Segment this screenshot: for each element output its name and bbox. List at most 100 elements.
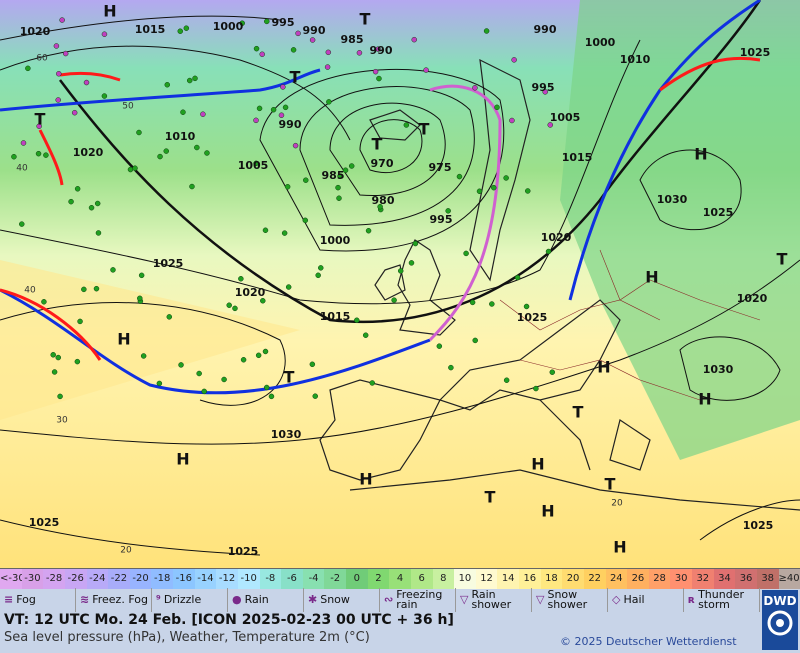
scale-cell: 2 <box>367 569 390 589</box>
weather-symbol <box>132 165 138 171</box>
cold-air-east <box>560 0 800 460</box>
weather-symbol <box>303 177 309 183</box>
weather-symbol <box>262 348 269 355</box>
weather-symbol <box>238 276 244 282</box>
weather-symbol <box>397 268 404 274</box>
scale-cell: 24 <box>605 569 628 589</box>
weather-symbol <box>315 272 321 279</box>
weather-symbol <box>51 369 58 375</box>
weather-symbol <box>411 36 417 43</box>
weather-symbol <box>336 195 342 202</box>
isobar-label: 990 <box>534 23 557 36</box>
weather-symbol <box>547 122 554 128</box>
weather-symbol <box>325 49 332 56</box>
weather-symbol <box>55 354 62 361</box>
weather-symbol <box>514 274 521 281</box>
pressure-center: H <box>359 470 372 489</box>
legend-icon: ▽ <box>536 593 545 606</box>
weather-symbols <box>11 17 556 400</box>
pressure-center: H <box>531 455 544 474</box>
isobar-label: 975 <box>429 161 452 174</box>
weather-symbol <box>74 358 81 365</box>
weather-legend: ≡ Fog ≋ Freez. Fog ⁹ Drizzle ● Rain ✱ Snow ∾ Freezi… <box>0 588 760 612</box>
weather-symbol <box>491 184 497 191</box>
weather-symbol <box>494 104 500 111</box>
weather-symbol <box>369 380 376 386</box>
scale-cell: 20 <box>562 569 584 589</box>
isobar-label: 1030 <box>703 363 734 376</box>
isobar-label: 1015 <box>320 310 351 323</box>
pressure-center: H <box>645 268 658 287</box>
legend-item: ⁹ Drizzle <box>152 588 228 612</box>
weather-symbol <box>50 352 56 358</box>
legend-label: Hail <box>623 593 645 606</box>
legend-label: Freez. Fog <box>92 593 148 606</box>
weather-symbol <box>511 57 517 63</box>
legend-item: ✱ Snow <box>304 588 380 612</box>
weather-symbol <box>489 301 495 307</box>
borders <box>499 249 761 401</box>
pressure-center: T <box>777 250 788 269</box>
pressure-center: T <box>284 368 295 387</box>
isobar-label: 1020 <box>737 292 768 305</box>
scale-cell: 10 <box>454 569 476 589</box>
weather-symbol <box>284 184 291 190</box>
weather-symbol <box>221 376 227 383</box>
scale-cell: -22 <box>108 569 130 589</box>
pressure-center: T <box>372 135 383 154</box>
weather-symbol <box>302 217 309 224</box>
weather-symbol <box>318 265 324 271</box>
weather-symbol <box>55 97 61 103</box>
scale-cell: 28 <box>648 569 671 589</box>
isobar-label: 1025 <box>743 519 774 532</box>
legend-icon: ∾ <box>384 593 394 606</box>
weather-symbol <box>164 81 171 88</box>
weather-symbol <box>81 286 87 293</box>
fronts <box>0 0 761 395</box>
legend-item: ◇ Hail <box>608 588 684 612</box>
weather-symbol <box>200 111 206 117</box>
legend-label: Thunder storm <box>698 588 744 611</box>
legend-item: ● Rain <box>228 588 304 612</box>
temperature-label: 40 <box>16 164 28 174</box>
isobar-label: 1010 <box>165 130 196 143</box>
isobar-label: 1025 <box>703 206 734 219</box>
isobar-label: 995 <box>272 16 295 29</box>
weather-symbol <box>281 230 288 236</box>
weather-symbol <box>253 45 260 52</box>
weather-symbol <box>36 123 42 129</box>
weather-symbol <box>71 109 78 116</box>
weather-symbol <box>253 160 259 167</box>
weather-symbol <box>445 208 451 214</box>
weather-symbol <box>156 380 163 387</box>
weather-symbol <box>88 204 95 211</box>
weather-symbol <box>163 148 169 154</box>
legend-label: Fog <box>16 593 36 606</box>
weather-symbol <box>375 46 381 52</box>
isobar-label: 1015 <box>562 151 593 164</box>
weather-symbol <box>278 112 285 118</box>
legend-item: ≡ Fog <box>0 588 76 612</box>
scale-cell: -28 <box>43 569 65 589</box>
weather-symbol <box>166 314 173 320</box>
weather-symbol <box>192 75 198 82</box>
scale-cell: -18 <box>151 569 173 589</box>
weather-symbol <box>157 153 163 160</box>
pressure-center: H <box>613 538 626 557</box>
scale-cell: -20 <box>129 569 152 589</box>
weather-symbol <box>53 43 60 49</box>
weather-symbol <box>463 250 469 257</box>
weather-symbol <box>456 173 463 180</box>
weather-symbol <box>337 173 343 179</box>
pressure-center: T <box>35 110 46 129</box>
legend-icon: ◇ <box>612 593 621 606</box>
weather-symbol <box>20 140 27 146</box>
weather-symbol <box>295 30 301 37</box>
copyright: © 2025 Deutscher Wetterdienst <box>560 635 737 648</box>
pressure-center: H <box>694 145 707 164</box>
weather-symbol <box>136 129 142 136</box>
pressure-center: H <box>541 502 554 521</box>
pressure-center: H <box>117 330 130 349</box>
weather-symbol <box>253 117 259 124</box>
pressure-center: T <box>290 68 301 87</box>
